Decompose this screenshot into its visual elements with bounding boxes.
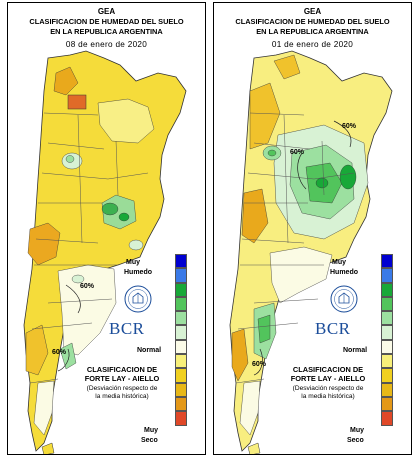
legend-swatch xyxy=(175,396,187,412)
moisture-legend xyxy=(175,254,187,426)
contour-label: 60% xyxy=(80,283,95,290)
contour-label: 60% xyxy=(252,361,267,368)
legend-swatch xyxy=(175,382,187,397)
legend-swatch xyxy=(381,254,393,269)
legend-normal-label: Normal xyxy=(343,347,368,354)
classification-line1: CLASIFICACION DE xyxy=(292,365,364,374)
gea-label: GEA xyxy=(303,7,322,16)
classification-line2: FORTE LAY - AIELLO xyxy=(290,374,366,383)
legend-swatch xyxy=(175,254,187,269)
contour-label: 60% xyxy=(342,123,357,130)
legend-swatch xyxy=(381,382,393,397)
deviation-line2: la media histórica) xyxy=(301,393,355,400)
moisture-legend xyxy=(381,254,393,426)
legend-swatch xyxy=(381,368,393,383)
legend-swatch xyxy=(381,296,393,312)
legend-swatch xyxy=(381,339,393,355)
deviation-line1: (Desviación respecto de xyxy=(292,385,364,392)
legend-swatch xyxy=(175,268,187,283)
map-title-line1: CLASIFICACION DE HUMEDAD DEL SUELO xyxy=(29,17,184,26)
map-title-line2: EN LA REPUBLICA ARGENTINA xyxy=(50,27,163,36)
legend-seco-label: Seco xyxy=(141,437,158,444)
map-title-line1: CLASIFICACION DE HUMEDAD DEL SUELO xyxy=(235,17,390,26)
deviation-line2: la media histórica) xyxy=(95,393,149,400)
contour-label: 60% xyxy=(290,149,305,156)
legend-swatch xyxy=(381,411,393,426)
bcr-seal-icon xyxy=(330,285,358,313)
legend-swatch xyxy=(381,268,393,283)
legend-swatch xyxy=(175,339,187,355)
map-date: 08 de enero de 2020 xyxy=(65,40,148,49)
classification-line1: CLASIFICACION DE xyxy=(86,365,158,374)
legend-seco-label: Seco xyxy=(347,437,364,444)
legend-swatch xyxy=(175,325,187,340)
deviation-line1: (Desviación respecto de xyxy=(86,385,158,392)
map-panel-left: 60% 60% GEA CLASIFICACION DE HUMEDAD DEL… xyxy=(7,2,206,455)
legend-swatch xyxy=(381,282,393,297)
bcr-seal-icon xyxy=(124,285,152,313)
map-title-line2: EN LA REPUBLICA ARGENTINA xyxy=(256,27,369,36)
bcr-logo-text: BCR xyxy=(109,319,145,338)
legend-swatch xyxy=(381,396,393,412)
map-panel-right: 60% 60% 60% GEA CLASIFICACION DE HUMEDAD… xyxy=(213,2,412,455)
map-date: 01 de enero de 2020 xyxy=(271,40,354,49)
gea-label: GEA xyxy=(97,7,116,16)
legend-muy-label: Muy xyxy=(332,259,346,266)
legend-muy-label: Muy xyxy=(350,427,364,434)
legend-swatch xyxy=(381,354,393,369)
legend-swatch xyxy=(381,311,393,326)
legend-humedo-label: Humedo xyxy=(124,269,152,276)
legend-swatch xyxy=(175,411,187,426)
legend-swatch xyxy=(175,368,187,383)
legend-swatch xyxy=(175,296,187,312)
legend-normal-label: Normal xyxy=(137,347,162,354)
argentina-soil-moisture-map xyxy=(23,50,187,454)
classification-line2: FORTE LAY - AIELLO xyxy=(84,374,160,383)
legend-swatch xyxy=(381,325,393,340)
legend-swatch xyxy=(175,282,187,297)
argentina-soil-moisture-map xyxy=(229,50,393,454)
bcr-logo-text: BCR xyxy=(315,319,351,338)
legend-humedo-label: Humedo xyxy=(330,269,358,276)
legend-swatch xyxy=(175,354,187,369)
contour-label: 60% xyxy=(52,349,67,356)
legend-muy-label: Muy xyxy=(126,259,140,266)
legend-swatch xyxy=(175,311,187,326)
legend-muy-label: Muy xyxy=(144,427,158,434)
